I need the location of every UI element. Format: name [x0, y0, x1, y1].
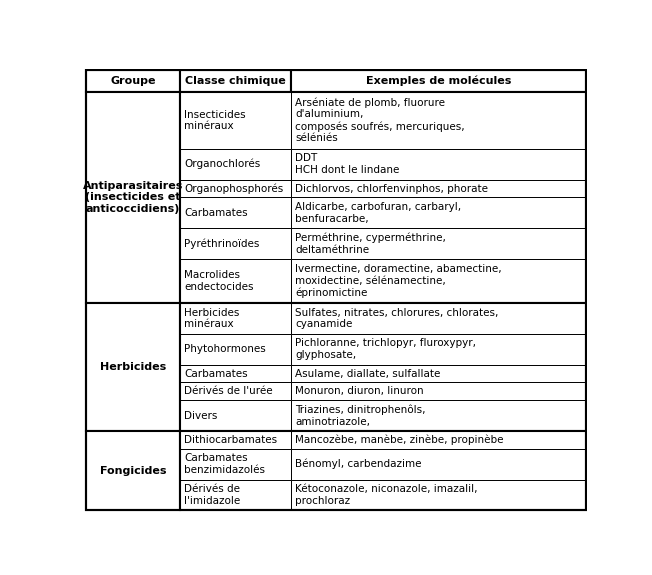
Bar — [180, 259, 291, 303]
Text: Divers: Divers — [184, 411, 218, 420]
Bar — [291, 228, 585, 259]
Text: Dithiocarbamates: Dithiocarbamates — [184, 435, 277, 445]
Bar — [291, 179, 585, 197]
Text: Herbicides
minéraux: Herbicides minéraux — [184, 308, 239, 329]
Text: Antiparasitaires
(insecticides et
anticoccidiens): Antiparasitaires (insecticides et antico… — [83, 181, 183, 214]
Bar — [85, 70, 180, 92]
Text: Dichlorvos, chlorfenvinphos, phorate: Dichlorvos, chlorfenvinphos, phorate — [295, 183, 488, 194]
Bar — [85, 303, 180, 431]
Text: Monuron, diuron, linuron: Monuron, diuron, linuron — [295, 386, 424, 396]
Bar — [291, 382, 585, 400]
Bar — [291, 334, 585, 365]
Text: Exemples de molécules: Exemples de molécules — [366, 76, 511, 86]
Bar — [291, 149, 585, 179]
Bar — [180, 303, 585, 431]
Text: Carbamates
benzimidazolés: Carbamates benzimidazolés — [184, 453, 265, 475]
Bar — [85, 92, 180, 303]
Bar — [291, 400, 585, 431]
Text: Aldicarbe, carbofuran, carbaryl,
benfuracarbe,: Aldicarbe, carbofuran, carbaryl, benfura… — [295, 202, 462, 224]
Bar — [85, 431, 180, 511]
Text: Carbamates: Carbamates — [184, 369, 248, 378]
Bar — [291, 303, 585, 334]
Text: Triazines, dinitrophenôls,
aminotriazole,: Triazines, dinitrophenôls, aminotriazole… — [295, 405, 426, 427]
Bar — [180, 92, 585, 303]
Bar — [291, 448, 585, 480]
Bar — [180, 431, 585, 511]
Text: Organophosphorés: Organophosphorés — [184, 183, 284, 194]
Text: Sulfates, nitrates, chlorures, chlorates,
cyanamide: Sulfates, nitrates, chlorures, chlorates… — [295, 308, 499, 329]
Text: Pichloranne, trichlopyr, fluroxypyr,
glyphosate,: Pichloranne, trichlopyr, fluroxypyr, gly… — [295, 339, 476, 360]
Text: Groupe: Groupe — [110, 76, 156, 86]
Bar — [180, 382, 291, 400]
Bar — [180, 70, 291, 92]
Text: Pyréthrinoïdes: Pyréthrinoïdes — [184, 239, 259, 249]
Text: DDT
HCH dont le lindane: DDT HCH dont le lindane — [295, 154, 400, 175]
Text: Dérivés de
l'imidazole: Dérivés de l'imidazole — [184, 484, 241, 506]
Text: Organochlorés: Organochlorés — [184, 159, 260, 170]
Bar — [180, 448, 291, 480]
Text: Dérivés de l'urée: Dérivés de l'urée — [184, 386, 273, 396]
Bar — [180, 365, 291, 382]
Bar — [180, 431, 291, 448]
Bar — [180, 480, 291, 511]
Text: Macrolides
endectocides: Macrolides endectocides — [184, 270, 254, 292]
Bar — [180, 92, 291, 149]
Bar — [180, 149, 291, 179]
Bar — [291, 259, 585, 303]
Text: Perméthrine, cyperméthrine,
deltaméthrine: Perméthrine, cyperméthrine, deltaméthrin… — [295, 233, 446, 255]
Bar — [291, 480, 585, 511]
Text: Asulame, diallate, sulfallate: Asulame, diallate, sulfallate — [295, 369, 441, 378]
Text: Ivermectine, doramectine, abamectine,
moxidectine, sélénamectine,
éprinomictine: Ivermectine, doramectine, abamectine, mo… — [295, 264, 502, 298]
Bar — [291, 431, 585, 448]
Text: Fongicides: Fongicides — [100, 466, 166, 476]
Bar — [180, 303, 291, 334]
Text: Kétoconazole, niconazole, imazalil,
prochloraz: Kétoconazole, niconazole, imazalil, proc… — [295, 484, 478, 506]
Text: Classe chimique: Classe chimique — [185, 76, 286, 86]
Bar — [180, 179, 291, 197]
Text: Bénomyl, carbendazime: Bénomyl, carbendazime — [295, 459, 422, 469]
Text: Insecticides
minéraux: Insecticides minéraux — [184, 109, 246, 131]
Text: Herbicides: Herbicides — [100, 362, 166, 372]
Text: Arséniate de plomb, fluorure
d'aluminium,
composés soufrés, mercuriques,
sélénié: Arséniate de plomb, fluorure d'aluminium… — [295, 97, 465, 143]
Bar — [291, 70, 585, 92]
Bar — [180, 197, 291, 228]
Bar — [180, 400, 291, 431]
Text: Mancozèbe, manèbe, zinèbe, propinèbe: Mancozèbe, manèbe, zinèbe, propinèbe — [295, 435, 504, 445]
Bar — [180, 228, 291, 259]
Bar — [291, 197, 585, 228]
Bar — [180, 334, 291, 365]
Text: Phytohormones: Phytohormones — [184, 344, 266, 354]
Bar — [291, 92, 585, 149]
Text: Carbamates: Carbamates — [184, 208, 248, 218]
Bar — [291, 365, 585, 382]
